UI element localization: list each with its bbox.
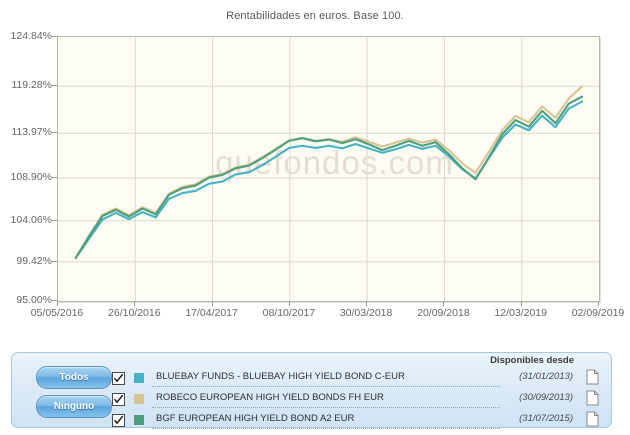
select-none-button[interactable]: Ninguno xyxy=(36,395,112,418)
y-axis-tick-label: 108.90% xyxy=(10,171,52,184)
legend-color-swatch-1 xyxy=(134,394,144,404)
x-axis-tick xyxy=(443,301,445,306)
x-axis-tick-label: 02/09/2019 xyxy=(571,307,625,319)
legend-panel: Todos Ninguno Disponibles desde BLUEBAY … xyxy=(11,352,612,431)
y-axis-tick-label: 113.97% xyxy=(11,126,52,139)
x-axis-tick xyxy=(57,301,58,306)
series-line-0 xyxy=(74,100,584,260)
legend-row: ROBECO EUROPEAN HIGH YIELD BONDS FH EUR … xyxy=(112,390,603,410)
x-axis-tick-label: 08/10/2017 xyxy=(262,307,316,319)
x-axis-tick-label: 20/09/2018 xyxy=(417,307,470,319)
legend-fund-name-1: ROBECO EUROPEAN HIGH YIELD BONDS FH EUR xyxy=(156,392,384,403)
x-axis-tick xyxy=(598,301,599,306)
y-axis-tick-label: 119.28% xyxy=(11,79,52,92)
y-axis-tick xyxy=(52,85,57,87)
legend-name-box-1: ROBECO EUROPEAN HIGH YIELD BONDS FH EUR xyxy=(152,390,500,408)
x-axis-tick-label: 05/05/2016 xyxy=(30,307,84,319)
y-axis-tick xyxy=(52,260,57,262)
legend-row: BLUEBAY FUNDS - BLUEBAY HIGH YIELD BOND … xyxy=(112,369,603,389)
x-axis-tick-label: 17/04/2017 xyxy=(185,307,238,319)
legend-checkbox-2[interactable] xyxy=(112,414,125,427)
y-axis-tick xyxy=(52,219,57,221)
document-icon-2[interactable] xyxy=(586,411,599,432)
x-axis-tick xyxy=(520,301,522,306)
legend-color-swatch-0 xyxy=(134,373,144,383)
legend-available-date-2: (31/07/2015) xyxy=(519,413,573,424)
y-axis-tick xyxy=(52,36,57,37)
legend-fund-name-2: BGF EUROPEAN HIGH YIELD BOND A2 EUR xyxy=(156,413,355,424)
x-axis-tick-label: 30/03/2018 xyxy=(339,307,393,319)
y-axis-tick-label: 124.84% xyxy=(10,30,52,42)
x-axis-tick xyxy=(366,301,368,306)
x-axis-tick xyxy=(288,301,290,306)
legend-checkbox-1[interactable] xyxy=(112,393,125,406)
series-line-2 xyxy=(74,95,584,259)
legend-available-date-0: (31/01/2013) xyxy=(519,371,573,382)
x-axis-tick xyxy=(134,301,136,306)
y-axis-tick xyxy=(52,132,57,134)
series-lines xyxy=(74,85,584,260)
x-axis-tick-label: 26/10/2016 xyxy=(108,307,161,319)
available-since-header: Disponibles desde xyxy=(490,355,574,366)
grid-lines xyxy=(58,37,599,301)
y-axis-tick xyxy=(52,177,57,178)
y-axis-tick-label: 99.42% xyxy=(16,254,52,267)
document-icon-0[interactable] xyxy=(586,369,599,390)
y-axis-tick-label: 95.00% xyxy=(16,294,52,306)
legend-fund-name-0: BLUEBAY FUNDS - BLUEBAY HIGH YIELD BOND … xyxy=(156,371,405,382)
legend-color-swatch-2 xyxy=(134,415,144,425)
legend-checkbox-0[interactable] xyxy=(112,372,125,385)
select-all-button[interactable]: Todos xyxy=(36,366,112,389)
x-axis-tick-label: 12/03/2019 xyxy=(494,307,547,319)
chart-container: Rentabilidades en euros. Base 100. 124.8… xyxy=(10,10,625,319)
y-axis-tick xyxy=(52,300,57,301)
y-axis-tick-label: 104.06% xyxy=(10,213,52,226)
series-line-1 xyxy=(74,85,584,259)
chart-title: Rentabilidades en euros. Base 100. xyxy=(226,10,404,22)
legend-available-date-1: (30/09/2013) xyxy=(519,392,573,403)
x-axis-tick xyxy=(211,301,213,306)
plot-area: quefondos.com xyxy=(57,36,600,302)
document-icon-1[interactable] xyxy=(586,390,599,411)
legend-name-box-0: BLUEBAY FUNDS - BLUEBAY HIGH YIELD BOND … xyxy=(152,369,500,387)
legend-name-box-2: BGF EUROPEAN HIGH YIELD BOND A2 EUR xyxy=(152,411,500,429)
legend-row: BGF EUROPEAN HIGH YIELD BOND A2 EUR (31/… xyxy=(112,411,603,431)
